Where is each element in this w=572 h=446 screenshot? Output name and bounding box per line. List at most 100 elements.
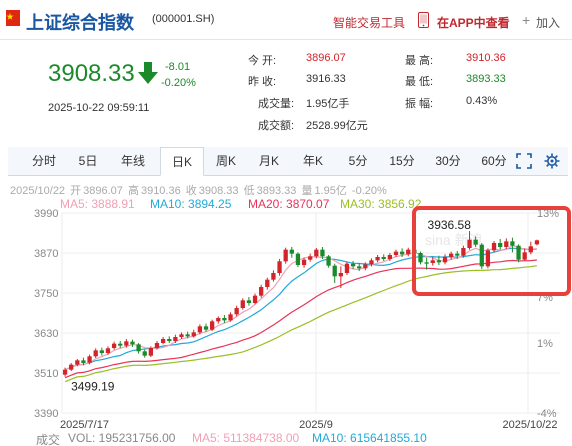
candle-down xyxy=(136,344,141,352)
candle-up xyxy=(448,253,454,257)
index-code: (000001.SH) xyxy=(152,13,215,25)
high-label: 最 高: xyxy=(405,55,434,67)
candle-up xyxy=(522,252,527,260)
index-title: 上证综合指数 xyxy=(26,13,134,33)
candle-up xyxy=(308,256,313,260)
candle-up xyxy=(338,273,343,277)
tab-15min[interactable]: 15分 xyxy=(389,154,415,168)
tab-daily-k[interactable]: 日K xyxy=(160,147,204,176)
ma10-line xyxy=(64,247,537,371)
candle-down xyxy=(455,253,460,256)
candle-up xyxy=(363,264,368,269)
candle-up xyxy=(259,287,264,296)
candle-down xyxy=(81,360,86,363)
open-app-link[interactable]: 在APP中查看 xyxy=(437,16,510,30)
candle-up xyxy=(375,257,380,261)
candle-up xyxy=(485,250,491,267)
candle-down xyxy=(118,343,123,346)
price-change: -8.01 xyxy=(165,61,191,73)
x-axis-label: 2025/10/22 xyxy=(502,419,557,431)
candle-up xyxy=(87,356,92,363)
tab-year-line[interactable]: 年线 xyxy=(120,154,145,168)
ma20-legend: MA20: 3870.07 xyxy=(248,197,330,211)
candle-up xyxy=(62,369,68,375)
settings-icon[interactable] xyxy=(544,153,560,169)
candle-up xyxy=(314,249,319,257)
volume-label: 成交量: xyxy=(258,98,295,110)
candle-down xyxy=(381,257,386,259)
candle-up xyxy=(252,295,258,303)
amount-value: 2528.99亿元 xyxy=(306,120,368,132)
tab-30min[interactable]: 30分 xyxy=(435,154,461,168)
tab-60min[interactable]: 60分 xyxy=(481,154,507,168)
candle-up xyxy=(430,260,435,263)
candle-down xyxy=(295,253,301,265)
candle-down xyxy=(130,341,135,345)
ma5-line xyxy=(64,244,537,371)
ohlc-high: 3910.36 xyxy=(140,185,181,197)
tab-monthly-k[interactable]: 月K xyxy=(258,154,279,168)
tab-5day[interactable]: 5日 xyxy=(78,154,98,168)
pct-tick-label: 1% xyxy=(537,338,553,350)
candle-up xyxy=(387,255,393,259)
max-price-annotation: 3936.58 xyxy=(428,218,472,232)
candle-up xyxy=(234,308,239,315)
current-price: 3908.33 xyxy=(48,60,135,87)
y-tick-label: 3630 xyxy=(34,328,58,340)
candle-down xyxy=(332,265,337,277)
candle-up xyxy=(124,341,129,346)
candle-up xyxy=(105,348,111,353)
candle-up xyxy=(277,261,282,273)
candle-up xyxy=(528,246,533,253)
candle-up xyxy=(209,321,215,330)
y-tick-label: 3390 xyxy=(34,408,58,420)
candle-down xyxy=(436,260,442,263)
tab-yearly-k[interactable]: 年K xyxy=(302,154,323,168)
candle-down xyxy=(320,249,325,257)
candle-up xyxy=(369,260,374,265)
candle-down xyxy=(289,249,294,254)
ohlc-open: 3896.07 xyxy=(83,185,123,197)
x-axis-label: 2025/9 xyxy=(299,419,333,431)
candle-down xyxy=(203,326,209,330)
candle-up xyxy=(534,240,540,245)
candle-down xyxy=(246,300,252,303)
open-label: 今 开: xyxy=(248,55,277,67)
price-change-pct: -0.20% xyxy=(161,77,196,89)
high-value: 3910.36 xyxy=(466,52,506,64)
pct-tick-label: 13% xyxy=(537,208,559,220)
candle-down xyxy=(473,239,478,245)
add-watchlist-button[interactable]: 加入 xyxy=(536,16,561,30)
ohlc-close: 3908.33 xyxy=(198,185,239,197)
amplitude-label: 振 幅: xyxy=(405,98,434,110)
candle-up xyxy=(240,300,245,308)
tab-intraday[interactable]: 分时 xyxy=(31,154,56,168)
open-value: 3896.07 xyxy=(306,52,346,64)
candle-up xyxy=(216,318,221,322)
candle-up xyxy=(283,249,288,262)
tab-5min[interactable]: 5分 xyxy=(348,154,368,168)
ma30-legend: MA30: 3856.92 xyxy=(340,197,422,211)
candle-down xyxy=(357,266,362,269)
volume-ma5: MA5: 511384738.00 xyxy=(192,431,300,445)
y-tick-label: 3750 xyxy=(34,288,58,300)
candle-down xyxy=(142,351,147,356)
candle-up xyxy=(271,273,276,280)
plus-icon[interactable]: + xyxy=(522,12,531,28)
tab-weekly-k[interactable]: 周K xyxy=(215,154,236,168)
volume-value: 1.95亿手 xyxy=(306,98,350,110)
ohlc-close-label: 收 xyxy=(185,185,197,197)
ma30-line xyxy=(64,265,537,383)
chart-period-tabs: 分时 5日 年线 日K 周K 月K 年K 5分 15分 30分 60分 xyxy=(8,147,568,176)
china-flag-icon xyxy=(6,10,20,26)
candle-down xyxy=(479,244,484,267)
candle-up xyxy=(461,248,466,256)
smart-trade-link[interactable]: 智能交易工具 xyxy=(333,16,406,30)
candle-down xyxy=(424,262,429,264)
fullscreen-icon[interactable] xyxy=(516,153,532,169)
candle-down xyxy=(516,245,521,260)
candle-up xyxy=(344,263,350,273)
candle-up xyxy=(160,339,166,343)
